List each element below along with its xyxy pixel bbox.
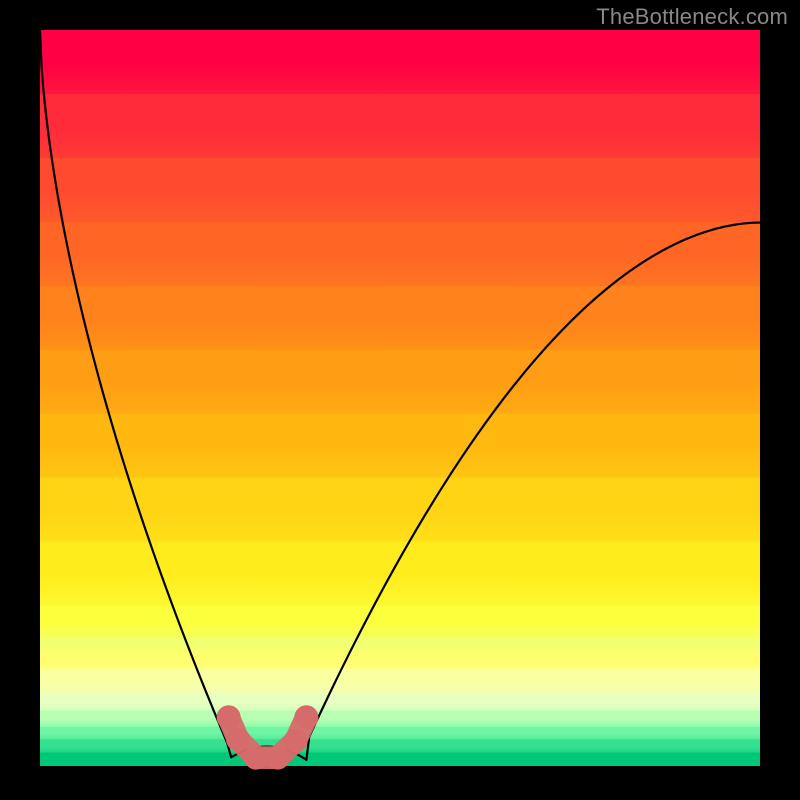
bottleneck-curve-chart — [0, 0, 800, 800]
gradient-background — [40, 30, 760, 766]
marker-dot — [244, 746, 268, 770]
gradient-band — [40, 753, 760, 766]
marker-dot — [266, 746, 290, 770]
marker-dot — [217, 705, 241, 729]
chart-container: TheBottleneck.com — [0, 0, 800, 800]
marker-dot — [294, 705, 318, 729]
marker-dot — [226, 727, 250, 751]
marker-dot — [284, 729, 308, 753]
attribution-label: TheBottleneck.com — [596, 4, 788, 30]
